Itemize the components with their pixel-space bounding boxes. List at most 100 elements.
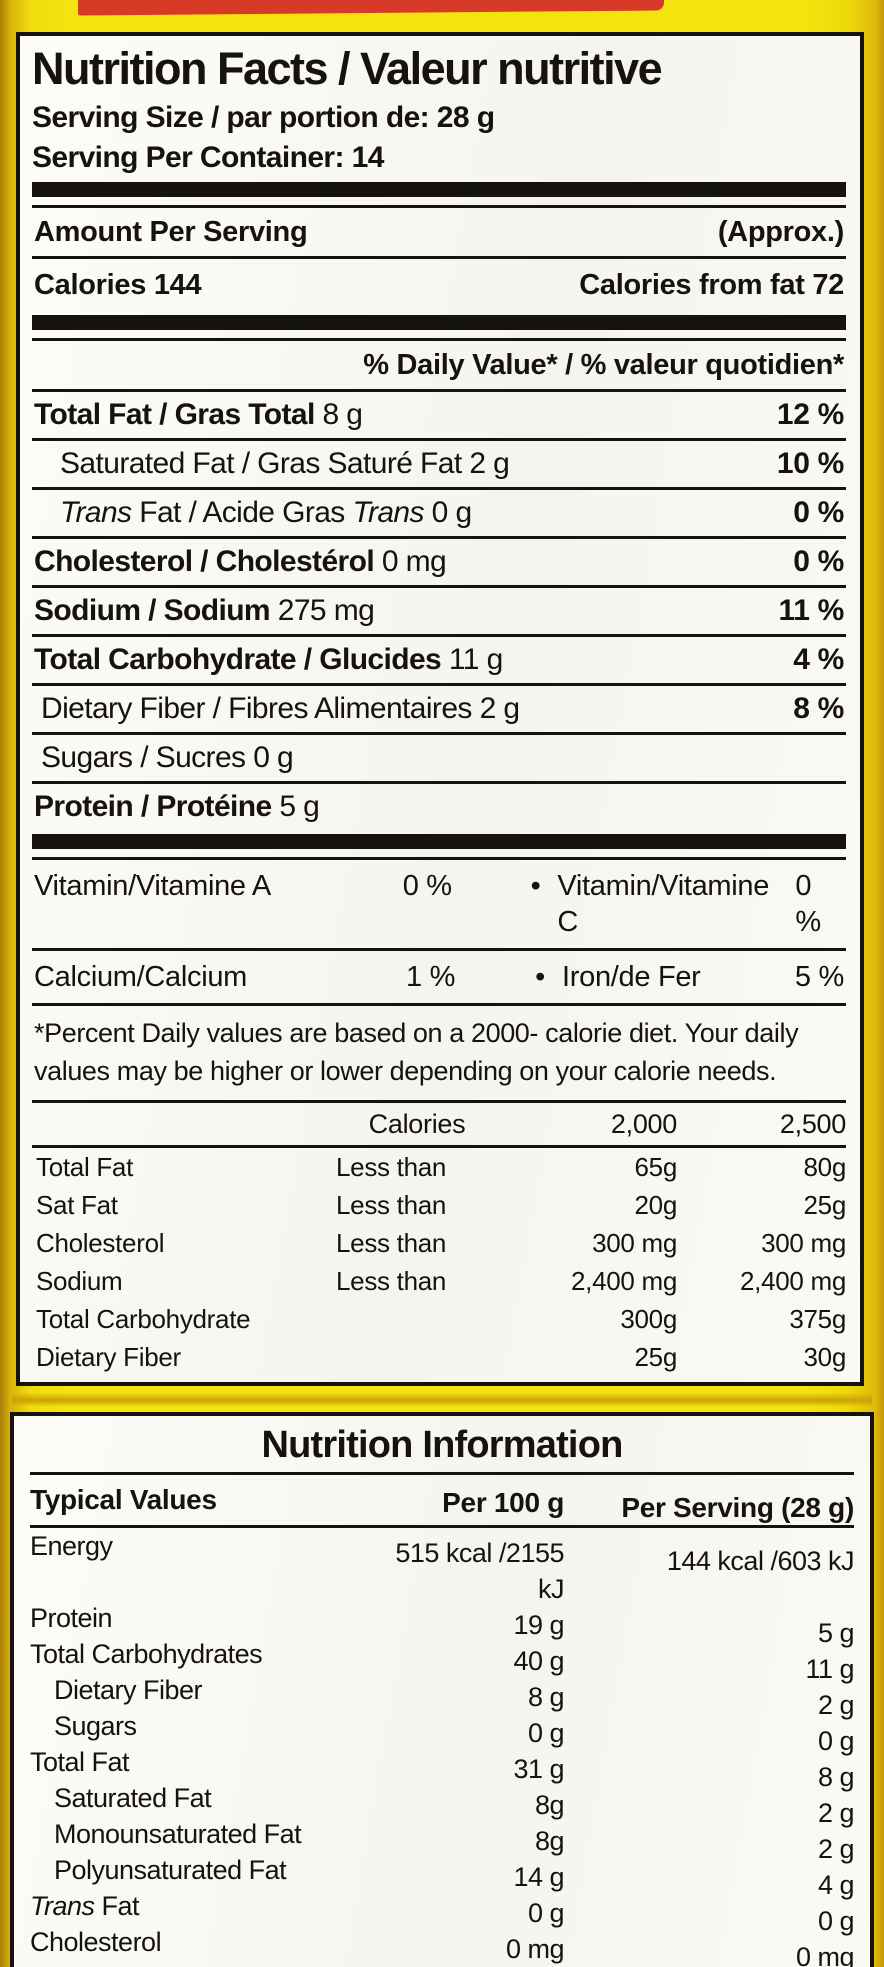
info-per-serving: 11 g xyxy=(805,1654,854,1684)
nutrient-daily-value: 12 % xyxy=(776,398,844,431)
info-row-protein: Protein 19 g 5 g xyxy=(30,1600,855,1648)
calories-from-fat-group: Calories from fat 72 xyxy=(579,267,844,303)
reference-row-cholesterol: Cholesterol Less than 300 mg 300 mg xyxy=(32,1224,846,1262)
info-per-100g: 8 g xyxy=(527,1682,565,1712)
nutrient-name: Sodium / Sodium 275 mg xyxy=(34,594,375,627)
micronutrient-value: 0 % xyxy=(795,870,821,938)
amount-per-serving-row: Amount Per Serving (Approx.) xyxy=(32,205,846,256)
info-label: Sugars xyxy=(54,1711,137,1741)
package-red-graphic xyxy=(77,0,665,16)
info-row-sugars: Sugars 0 g 0 g xyxy=(30,1708,855,1756)
calories-group: Calories 144 xyxy=(34,267,202,303)
nutrient-name: Total Carbohydrate / Glucides 11 g xyxy=(34,643,503,676)
reference-value-2500: 375g xyxy=(789,1304,846,1334)
reference-value-2000: 65g xyxy=(634,1152,678,1182)
micronutrient-name: Iron/de Fer xyxy=(562,961,701,993)
nutrient-amount: 2 g xyxy=(469,447,510,480)
nutrient-row-saturated-fat: Saturated Fat / Gras Saturé Fat 2 g 10 % xyxy=(32,438,846,487)
per-serving-label: Per Serving (28 g) xyxy=(621,1492,854,1523)
reference-row-sodium: Sodium Less than 2,400 mg 2,400 mg xyxy=(32,1262,846,1300)
reference-label: Dietary Fiber xyxy=(36,1342,181,1372)
nutrient-row-sodium: Sodium / Sodium 275 mg 11 % xyxy=(32,585,846,634)
thick-divider xyxy=(32,834,846,849)
info-per-serving: 0 mg xyxy=(795,1942,855,1967)
nutrient-amount: 0 g xyxy=(431,496,473,529)
info-row-total-carbohydrates: Total Carbohydrates 40 g 11 g xyxy=(30,1636,855,1684)
serving-size-line: Serving Size / par portion de: 28 g xyxy=(32,101,495,134)
calories-row: Calories 144 Calories from fat 72 xyxy=(32,256,846,311)
reference-label: Cholesterol xyxy=(36,1228,165,1258)
nutrient-amount: 11 g xyxy=(448,643,503,676)
nutrient-amount: 0 g xyxy=(253,741,294,774)
info-per-serving: 2 g xyxy=(817,1690,855,1720)
info-per-100g: 40 g xyxy=(513,1646,564,1676)
info-per-serving: 5 g xyxy=(817,1618,855,1648)
nutrition-information-header: Typical Values Per 100 g Per Serving (28… xyxy=(30,1472,854,1528)
info-label: Total Carbohydrates xyxy=(30,1639,263,1669)
info-per-serving: 2 g xyxy=(817,1798,855,1828)
info-per-100g: 515 kcal /2155 kJ xyxy=(395,1538,564,1604)
reference-row-dietary-fiber: Dietary Fiber 25g 30g xyxy=(32,1338,846,1376)
micronutrient-value: 5 % xyxy=(794,961,844,993)
nutrient-amount: 275 mg xyxy=(277,594,375,627)
calories-label: Calories xyxy=(34,269,147,301)
nutrient-amount: 2 g xyxy=(479,692,521,725)
info-label: Cholesterol xyxy=(30,1927,162,1957)
nutrient-row-protein: Protein / Protéine 5 g xyxy=(32,781,846,830)
reference-value-2500: 25g xyxy=(803,1190,847,1220)
info-row-cholesterol: Cholesterol 0 mg 0 mg xyxy=(30,1924,855,1967)
nutrient-name: Protein / Protéine 5 g xyxy=(34,790,320,823)
nutrition-information-title: Nutrition Information xyxy=(261,1424,623,1466)
micronutrient-name: Vitamin/Vitamine C xyxy=(557,870,770,938)
bullet-separator: • xyxy=(530,870,541,902)
reference-row-sat-fat: Sat Fat Less than 20g 25g xyxy=(32,1186,846,1224)
info-per-100g: 31 g xyxy=(513,1754,564,1784)
reference-qualifier: Less than xyxy=(336,1190,447,1220)
reference-value-2000: 300g xyxy=(620,1304,677,1334)
micronutrient-row-vitamins: Vitamin/Vitamine A 0 % • Vitamin/Vitamin… xyxy=(32,857,846,948)
nutrient-daily-value: 8 % xyxy=(793,692,844,725)
reference-qualifier: Less than xyxy=(336,1228,447,1258)
calories-from-fat-label: Calories from fat xyxy=(579,269,805,301)
reference-label: Total Fat xyxy=(36,1152,134,1182)
nutrient-name: Total Fat / Gras Total 8 g xyxy=(34,398,363,431)
daily-value-footnote: *Percent Daily values are based on a 200… xyxy=(32,1003,846,1100)
reference-label: Total Carbohydrate xyxy=(36,1304,251,1334)
reference-value-2500: 2,400 mg xyxy=(739,1266,846,1296)
info-label: Monounsaturated Fat xyxy=(54,1819,302,1849)
nutrient-daily-value: 10 % xyxy=(776,447,844,480)
reference-value-2000: 20g xyxy=(634,1190,678,1220)
nutrient-daily-value: 0 % xyxy=(793,545,844,578)
info-label: Sodium xyxy=(30,1960,370,1967)
reference-qualifier: Less than xyxy=(336,1152,447,1182)
micronutrient-name: Vitamin/Vitamine A xyxy=(34,870,271,902)
info-label: Trans Fat xyxy=(30,1891,140,1921)
typical-values-label: Typical Values xyxy=(30,1484,217,1515)
nutrient-name: Sugars / Sucres 0 g xyxy=(41,741,294,774)
bullet-separator: • xyxy=(535,961,545,993)
nutrient-amount: 8 g xyxy=(322,398,363,431)
reference-value-2500: 30g xyxy=(803,1342,847,1372)
nutrient-row-sugars: Sugars / Sucres 0 g xyxy=(32,732,846,781)
per-100g-label: Per 100 g xyxy=(442,1487,564,1518)
info-row-sodium: Sodium 983 mg 275 mg xyxy=(30,1960,854,1967)
info-label: Polyunsaturated Fat xyxy=(54,1855,287,1885)
nutrient-row-dietary-fiber: Dietary Fiber / Fibres Alimentaires 2 g … xyxy=(32,683,846,732)
info-row-energy: Energy 515 kcal /2155 kJ 144 kcal /603 k… xyxy=(30,1528,855,1604)
micronutrient-row-calcium-iron: Calcium/Calcium 1 % • Iron/de Fer 5 % xyxy=(32,948,846,1003)
servings-per-container-line: Serving Per Container: 14 xyxy=(32,141,384,174)
reference-value-2500: 80g xyxy=(803,1152,847,1182)
info-per-100g: 19 g xyxy=(513,1610,564,1640)
nutrient-row-total-fat: Total Fat / Gras Total 8 g 12 % xyxy=(32,389,846,438)
info-row-trans-fat: Trans Fat 0 g 0 g xyxy=(30,1888,855,1936)
reference-label: Sat Fat xyxy=(36,1190,118,1220)
info-per-serving: 0 g xyxy=(817,1906,855,1936)
nutrient-row-total-carbohydrate: Total Carbohydrate / Glucides 11 g 4 % xyxy=(32,634,846,683)
nutrient-daily-value: 4 % xyxy=(793,643,844,676)
info-row-monounsaturated-fat: Monounsaturated Fat 8g 2 g xyxy=(30,1816,855,1864)
info-label: Energy xyxy=(30,1531,113,1561)
info-per-serving: 4 g xyxy=(817,1870,855,1900)
nutrient-daily-value: 0 % xyxy=(793,496,844,529)
reference-table-header: Calories 2,000 2,500 xyxy=(32,1100,846,1148)
calories-from-fat-value: 72 xyxy=(812,269,844,301)
